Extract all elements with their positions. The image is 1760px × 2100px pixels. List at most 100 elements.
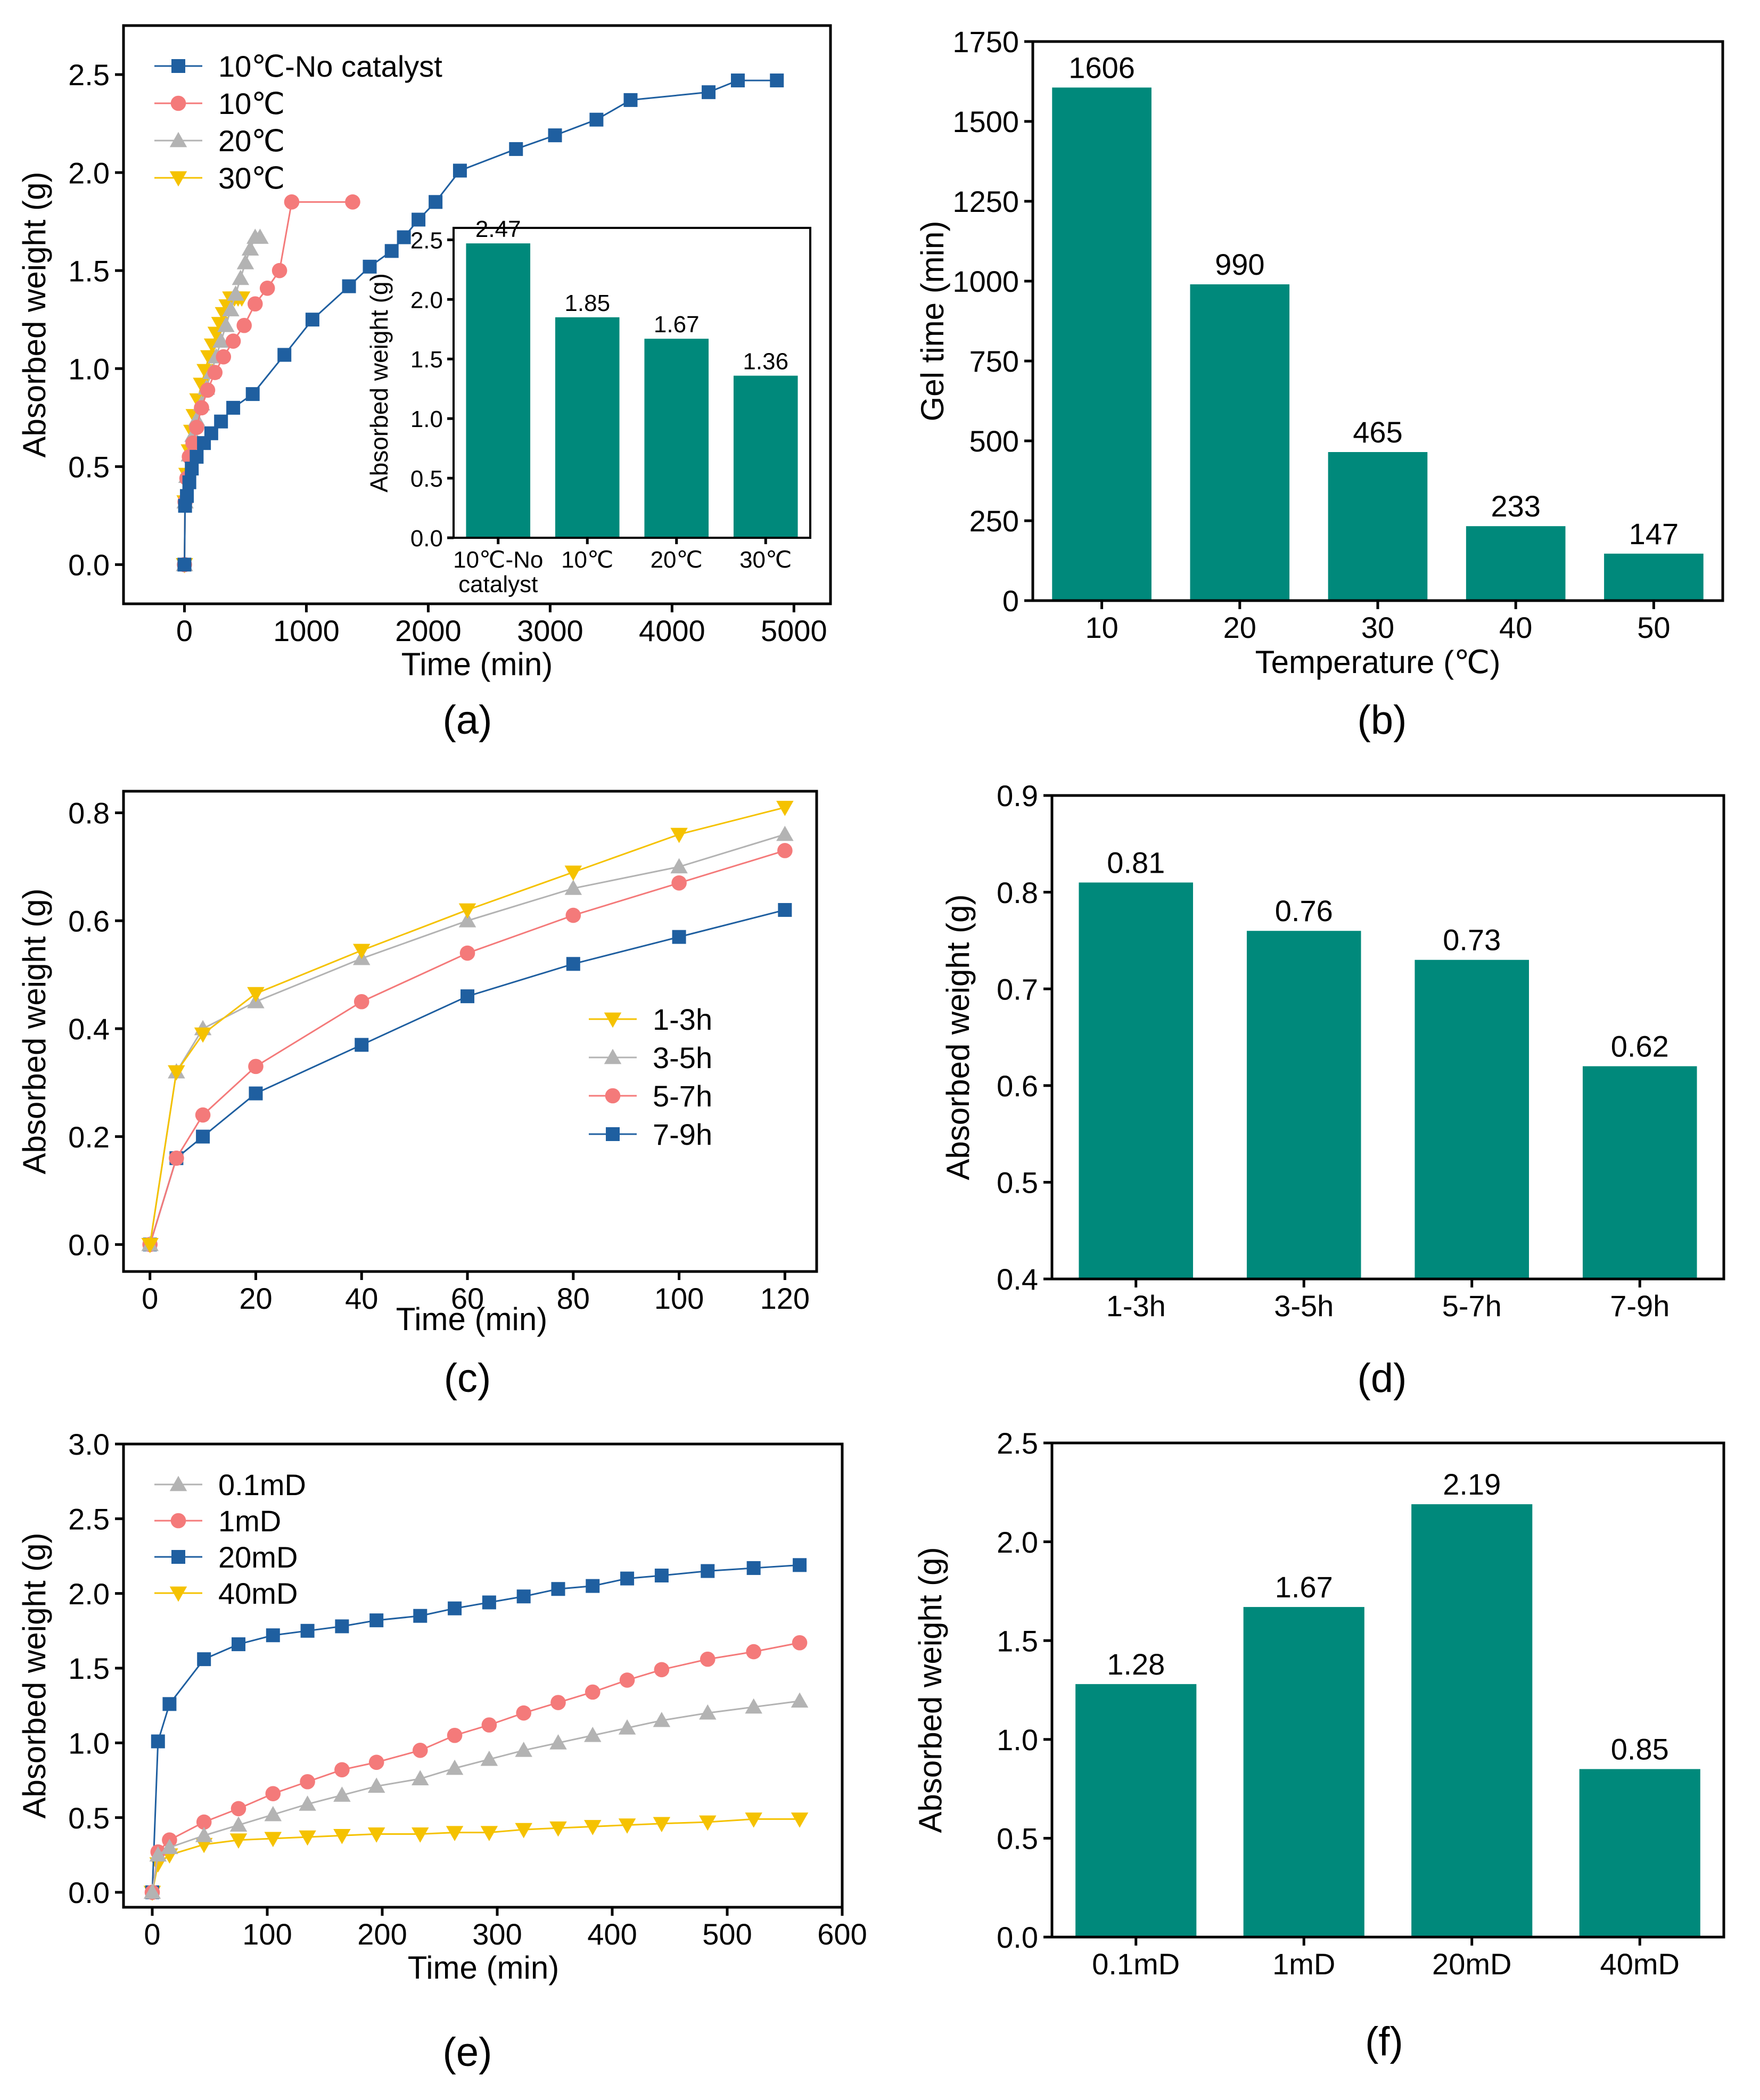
data-point — [623, 93, 638, 107]
inset-x-tick-label: 10℃ — [561, 547, 613, 573]
bar — [1582, 1066, 1697, 1279]
data-point — [247, 296, 263, 312]
x-tick-label: 50 — [1637, 611, 1670, 644]
data-point — [584, 1820, 602, 1835]
chart-f: 1.28 0.1mD 1.67 1mD 2.19 20mD 0.85 40mD 0.0 0.5 1.… — [912, 1426, 1725, 2064]
data-point — [369, 1613, 384, 1628]
data-point — [305, 313, 319, 327]
data-point — [141, 1237, 159, 1253]
bar-value-label: 0.62 — [1611, 1029, 1669, 1063]
data-point — [549, 1821, 567, 1837]
x-tick-label: 60 — [451, 1282, 484, 1315]
y-tick-label: 1.5 — [997, 1624, 1038, 1658]
x-tick-label: 80 — [557, 1282, 590, 1315]
data-point — [585, 1684, 601, 1700]
data-point — [654, 1568, 669, 1582]
x-tick-label: 0.1mD — [1092, 1947, 1180, 1981]
data-point — [284, 194, 300, 210]
inset-frame — [453, 227, 811, 539]
x-tick-label: 20mD — [1432, 1947, 1511, 1981]
data-point — [701, 1564, 715, 1578]
plot-frame — [122, 24, 832, 605]
inset-x-tick-label: 30℃ — [739, 547, 792, 573]
x-axis-title: Time (min) — [396, 1301, 547, 1337]
legend-label: 40mD — [218, 1577, 298, 1610]
data-point — [212, 332, 230, 348]
data-point — [699, 1704, 717, 1720]
data-point — [299, 1830, 316, 1846]
x-tick-label: 40mD — [1600, 1947, 1680, 1981]
legend-label: 20℃ — [218, 124, 285, 158]
data-point — [459, 945, 475, 961]
y-tick-label: 0.6 — [997, 1069, 1038, 1103]
data-point — [793, 1558, 807, 1572]
data-point — [264, 1832, 282, 1848]
data-point — [190, 449, 204, 464]
data-point — [671, 875, 687, 891]
bar-value-label: 1606 — [1068, 51, 1135, 84]
data-point — [189, 420, 204, 435]
data-point — [550, 1695, 566, 1710]
x-tick-label: 3000 — [517, 614, 583, 647]
y-tick-label: 0.0 — [997, 1921, 1038, 1954]
y-tick-label: 3.0 — [68, 1428, 110, 1461]
y-tick-label: 0.5 — [997, 1822, 1038, 1856]
y-tick-label: 1.5 — [68, 254, 110, 288]
panel-label: (c) — [444, 1356, 491, 1401]
legend-marker — [170, 1513, 186, 1529]
inset-bar-value-label: 1.67 — [654, 311, 700, 338]
data-point — [480, 1750, 498, 1766]
bar-value-label: 990 — [1215, 248, 1264, 281]
panel-label: (b) — [1358, 698, 1407, 743]
data-point — [776, 801, 794, 816]
series-5-7h — [142, 843, 793, 1252]
data-point — [182, 475, 196, 489]
y-tick-label: 1250 — [952, 185, 1019, 218]
data-point — [746, 1644, 761, 1660]
data-point — [197, 1652, 211, 1667]
bar — [1411, 1504, 1533, 1937]
data-point — [584, 1727, 602, 1742]
y-tick-label: 1.5 — [68, 1652, 110, 1685]
y-tick-label: 2.0 — [997, 1525, 1038, 1559]
data-point — [429, 195, 443, 209]
data-point — [549, 1734, 567, 1750]
data-point — [196, 1814, 212, 1830]
y-tick-label: 1.0 — [68, 1726, 110, 1760]
data-point — [384, 244, 399, 258]
x-tick-label: 100 — [242, 1917, 292, 1951]
bar — [1328, 452, 1428, 601]
data-point — [251, 228, 269, 244]
legend-marker — [171, 59, 185, 73]
series-line — [151, 1818, 800, 1893]
data-point — [272, 262, 287, 278]
y-tick-label: 1000 — [952, 265, 1019, 298]
data-point — [149, 1846, 167, 1862]
inset-y-tick-label: 1.5 — [410, 347, 443, 373]
data-point — [355, 1038, 369, 1052]
y-tick-label: 750 — [969, 344, 1019, 378]
y-tick-label: 0.5 — [68, 1801, 110, 1835]
data-point — [204, 426, 218, 440]
data-point — [248, 1059, 264, 1074]
data-point — [412, 1743, 428, 1758]
y-tick-label: 0.8 — [68, 797, 110, 830]
data-point — [670, 827, 688, 843]
legend-marker — [605, 1088, 621, 1104]
chart-c: 0 20 40 60 80 100 120 0.0 0.2 0.4 0.6 0.8 1-3h 3-5h 5-… — [17, 790, 818, 1401]
data-point — [460, 989, 475, 1004]
x-tick-label: 300 — [472, 1917, 522, 1951]
y-tick-label: 2.0 — [68, 1577, 110, 1611]
data-point — [480, 1826, 498, 1841]
y-tick-label: 2.5 — [68, 1502, 110, 1536]
legend-marker — [171, 1550, 185, 1564]
data-point — [151, 1734, 165, 1749]
data-point — [413, 1609, 427, 1623]
data-point — [229, 1833, 248, 1849]
data-point — [619, 1672, 635, 1688]
x-axis-title: Time (min) — [408, 1950, 559, 1986]
bar-value-label: 147 — [1629, 517, 1679, 551]
x-tick-label: 600 — [817, 1917, 867, 1951]
bar-value-label: 0.73 — [1443, 923, 1501, 957]
